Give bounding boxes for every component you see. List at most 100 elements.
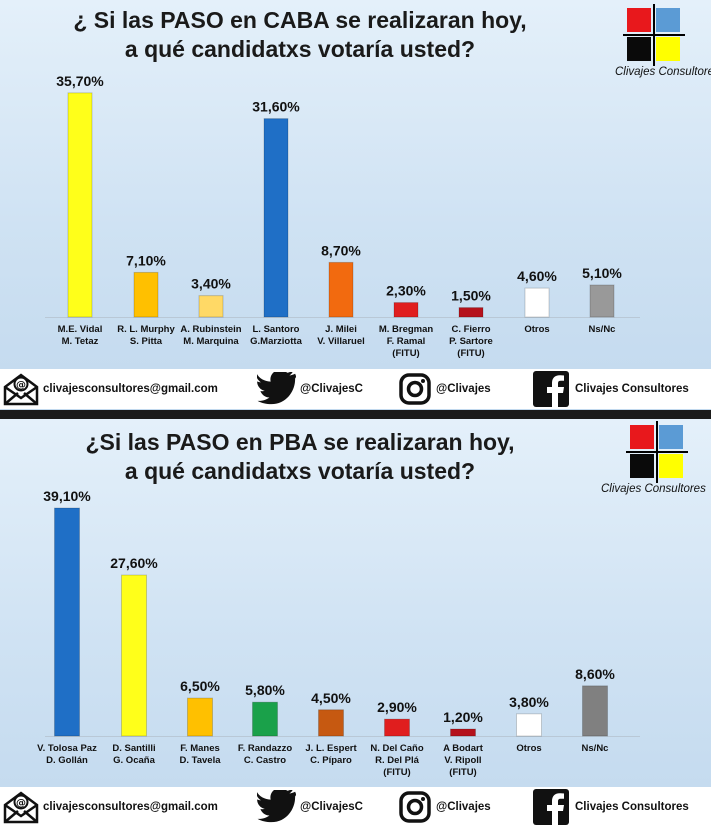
instagram-handle: @Clivajes	[436, 383, 491, 395]
email-contact[interactable]: @ clivajesconsultores@gmail.com	[2, 369, 218, 409]
logo-horizontal-line	[623, 34, 685, 36]
instagram-handle: @Clivajes	[436, 801, 491, 813]
bar	[524, 287, 550, 318]
bar	[589, 284, 615, 318]
bar	[133, 271, 159, 318]
bar	[121, 574, 147, 737]
category-tick-label: A. Rubinstein M. Marquina	[180, 324, 241, 347]
category-tick-label: J. Milei V. Villaruel	[317, 324, 365, 347]
data-label: 31,60%	[252, 99, 300, 115]
category-tick-label: M.E. Vidal M. Tetaz	[58, 324, 103, 347]
data-label: 4,60%	[517, 268, 557, 284]
data-label: 1,50%	[451, 288, 491, 304]
twitter-handle: @ClivajesC	[300, 801, 363, 813]
category-tick-label: V. Tolosa Paz D. Gollán	[37, 743, 97, 766]
data-label: 2,90%	[377, 699, 417, 715]
data-label: 3,80%	[509, 694, 549, 710]
caba-panel: ¿ Si las PASO en CABA se realizaran hoy,…	[0, 0, 711, 410]
data-label: 5,10%	[582, 265, 622, 281]
facebook-contact[interactable]: Clivajes Consultores	[533, 369, 689, 409]
facebook-icon	[533, 371, 569, 407]
data-label: 7,10%	[126, 252, 166, 268]
category-tick-label: Ns/Nc	[582, 743, 609, 754]
category-tick-label: N. Del Caño R. Del Plá (FITU)	[370, 743, 424, 778]
bar	[582, 685, 608, 737]
twitter-handle: @ClivajesC	[300, 383, 363, 395]
bar-chart-pba: 39,10% V. Tolosa Paz D. Gollán 27,60% D. San…	[37, 488, 640, 778]
data-label: 4,50%	[311, 690, 351, 706]
instagram-icon	[399, 373, 431, 405]
category-tick-label: Otros	[524, 324, 549, 335]
category-tick-label: D. Santilli G. Ocaña	[112, 743, 155, 766]
instagram-contact[interactable]: @Clivajes	[398, 369, 491, 409]
facebook-page: Clivajes Consultores	[575, 801, 689, 813]
social-footer: @ clivajesconsultores@gmail.com @Clivaje…	[0, 787, 711, 827]
category-tick-label: R. L. Murphy S. Pitta	[117, 324, 175, 347]
social-footer: @ clivajesconsultores@gmail.com @Clivaje…	[0, 369, 711, 409]
bar	[54, 507, 80, 737]
logo-yellow-square	[659, 454, 683, 478]
bar	[384, 718, 410, 737]
twitter-icon	[257, 372, 296, 405]
brand-name: Clivajes Consultores	[615, 66, 711, 78]
bar	[198, 295, 224, 318]
twitter-icon	[257, 790, 296, 823]
instagram-contact[interactable]: @Clivajes	[398, 787, 491, 827]
bar	[318, 709, 344, 737]
facebook-icon	[533, 789, 569, 825]
data-label: 8,70%	[321, 242, 361, 258]
bar	[458, 307, 484, 318]
category-tick-label: C. Fierro P. Sartore (FITU)	[449, 324, 493, 359]
instagram-icon	[399, 791, 431, 823]
category-tick-label: F. Randazzo C. Castro	[238, 743, 293, 766]
clivajes-logo-icon	[623, 4, 685, 66]
logo-black-square	[630, 454, 654, 478]
category-tick-label: Ns/Nc	[589, 324, 616, 335]
bar	[393, 302, 419, 318]
data-label: 8,60%	[575, 666, 615, 682]
bar	[328, 261, 354, 318]
facebook-page: Clivajes Consultores	[575, 383, 689, 395]
chart-title-caba: ¿ Si las PASO en CABA se realizaran hoy,…	[20, 6, 580, 64]
title-line-1: ¿ Si las PASO en CABA se realizaran hoy,	[73, 7, 527, 33]
bar	[67, 92, 93, 318]
facebook-contact[interactable]: Clivajes Consultores	[533, 787, 689, 827]
data-label: 35,70%	[56, 73, 104, 89]
twitter-contact[interactable]: @ClivajesC	[257, 369, 363, 409]
clivajes-logo-icon	[626, 421, 688, 483]
category-tick-label: L. Santoro G.Marziotta	[250, 324, 302, 347]
data-label: 1,20%	[443, 709, 483, 725]
email-icon: @	[3, 791, 39, 824]
brand-name: Clivajes Consultores	[601, 483, 706, 495]
bar	[252, 701, 278, 737]
data-label: 27,60%	[110, 555, 158, 571]
chart-title-pba: ¿Si las PASO en PBA se realizaran hoy, a…	[20, 428, 580, 486]
category-tick-label: F. Manes D. Tavela	[179, 743, 221, 766]
svg-text:@: @	[16, 380, 26, 391]
bar-chart-caba: 35,70% M.E. Vidal M. Tetaz 7,10% R. L. Murph…	[45, 73, 640, 359]
logo-red-square	[627, 8, 651, 32]
data-label: 39,10%	[43, 488, 91, 504]
category-tick-label: M. Bregman F. Ramal (FITU)	[379, 324, 434, 359]
title-line-2: a qué candidatxs votaría usted?	[124, 36, 476, 62]
twitter-contact[interactable]: @ClivajesC	[257, 787, 363, 827]
svg-text:@: @	[16, 798, 26, 809]
category-tick-label: Otros	[516, 743, 541, 754]
logo-horizontal-line	[626, 451, 688, 453]
logo-yellow-square	[656, 37, 680, 61]
email-icon: @	[3, 373, 39, 406]
logo-black-square	[627, 37, 651, 61]
title-line-2: a qué candidatxs votaría usted?	[124, 458, 476, 484]
pba-panel: ¿Si las PASO en PBA se realizaran hoy, a…	[0, 419, 711, 827]
data-label: 2,30%	[386, 283, 426, 299]
bar	[516, 713, 542, 737]
data-label: 5,80%	[245, 682, 285, 698]
email-text: clivajesconsultores@gmail.com	[43, 801, 218, 813]
category-tick-label: A Bodart V. Ripoll (FITU)	[443, 743, 484, 778]
email-contact[interactable]: @ clivajesconsultores@gmail.com	[2, 787, 218, 827]
bar	[187, 697, 213, 737]
data-label: 3,40%	[191, 276, 231, 292]
bar	[263, 118, 289, 318]
email-text: clivajesconsultores@gmail.com	[43, 383, 218, 395]
logo-red-square	[630, 425, 654, 449]
